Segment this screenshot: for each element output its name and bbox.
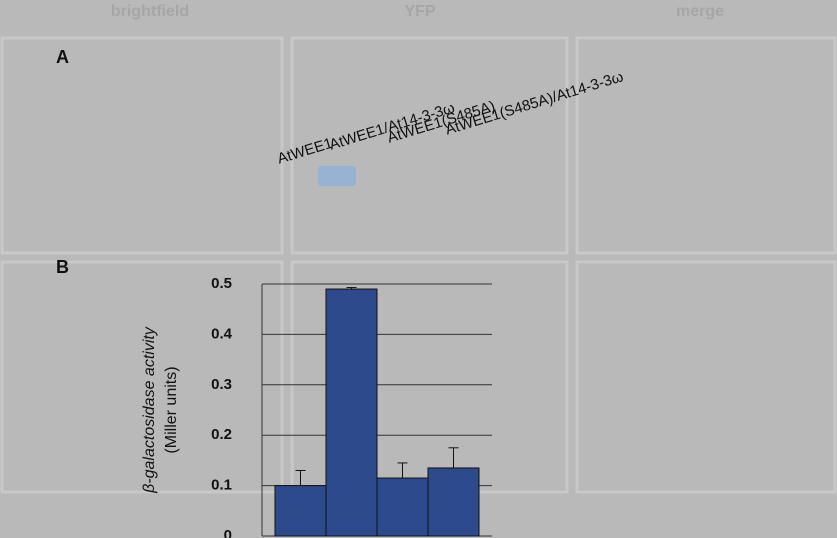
y-tick-label: 0.2 (211, 426, 232, 443)
y-axis-label: β-galactosidase activity (141, 326, 158, 494)
bar (325, 288, 378, 537)
y-tick-label: 0.1 (211, 477, 232, 494)
panel-label: A (56, 47, 69, 67)
y-axis-label: (Miller units) (163, 366, 180, 453)
lane-label: AtWEE1 (275, 135, 334, 168)
yeast-spot (318, 166, 356, 186)
panel-label: B (56, 257, 69, 277)
bar (376, 477, 429, 537)
faint-header: brightfield (111, 3, 189, 20)
faint-header: merge (676, 3, 724, 20)
bar (274, 485, 327, 537)
y-tick-label: 0.3 (211, 376, 232, 393)
bar (427, 467, 480, 537)
y-tick-label: 0 (224, 527, 232, 538)
background-panels (0, 36, 837, 494)
y-tick-label: 0.5 (211, 275, 232, 292)
faint-header: YFP (404, 3, 435, 20)
y-tick-label: 0.4 (211, 325, 233, 342)
